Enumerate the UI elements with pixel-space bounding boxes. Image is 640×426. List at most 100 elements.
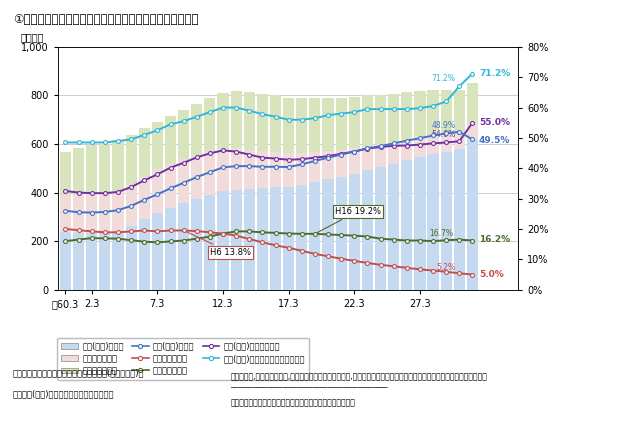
Bar [178,110,189,159]
Bar [309,182,321,290]
Text: 大学の学部,短期大学の本科,大学・短期大学の通信教育部,同別科及び高等学校・特別支援学校高等部の専攻科に進学した者: 大学の学部,短期大学の本科,大学・短期大学の通信教育部,同別科及び高等学校・特別… [230,372,487,381]
Bar [60,152,71,196]
Bar [60,232,71,290]
Bar [283,153,294,187]
Text: 49.5%: 49.5% [479,136,510,145]
Bar [139,176,150,219]
Bar [257,188,268,290]
Bar [218,93,228,149]
Bar [375,95,386,144]
Bar [454,133,465,150]
Bar [296,184,307,290]
Bar [152,213,163,290]
Bar [204,195,216,290]
Bar [165,164,176,208]
Bar [113,191,124,230]
Bar [125,185,137,226]
Bar [335,150,347,177]
Bar [86,145,97,195]
Text: 71.2%: 71.2% [479,69,510,78]
Text: 各年３月の高等学校卒業者及び中等教育学校後期課程卒業者: 各年３月の高等学校卒業者及び中等教育学校後期課程卒業者 [230,398,355,407]
Bar [230,91,242,148]
Bar [73,233,84,290]
Bar [257,151,268,188]
Text: 48.9%: 48.9% [431,121,456,130]
Bar [165,208,176,290]
Bar [218,191,228,290]
Bar [467,139,478,290]
Bar [204,98,216,151]
Bar [125,135,137,185]
Text: 16.7%: 16.7% [429,229,452,238]
Text: ２　大学(学部)・短期大学進学率（現役）＝: ２ 大学(学部)・短期大学進学率（現役）＝ [13,390,115,399]
Bar [283,187,294,290]
Bar [388,164,399,290]
Bar [152,122,163,169]
Bar [428,154,438,290]
Bar [113,140,124,191]
Bar [230,190,242,290]
Text: H6 13.8%: H6 13.8% [186,232,251,257]
Text: 55.0%: 55.0% [479,118,510,127]
Bar [309,98,321,152]
Bar [99,195,111,233]
Text: 5.2%: 5.2% [436,263,456,272]
Bar [191,104,202,155]
Text: 71.2%: 71.2% [431,74,456,83]
Bar [60,196,71,232]
Bar [323,151,333,179]
Bar [362,95,373,146]
Bar [99,144,111,195]
Bar [335,177,347,290]
Bar [401,138,412,160]
Bar [139,129,150,176]
Bar [388,94,399,141]
Legend: 大学(学部)進学者, 短期大学進学者, 専門学校進学者, 大学(学部)進学率, 短期大学進学率, 専門学校進学率, 大学(学部)・短大進学率, 大学(学部)・短: 大学(学部)進学者, 短期大学進学者, 専門学校進学者, 大学(学部)進学率, … [57,337,309,380]
Bar [428,90,438,135]
Bar [454,150,465,290]
Bar [323,179,333,290]
Bar [454,90,465,133]
Bar [349,148,360,174]
Bar [467,83,478,124]
Bar [309,152,321,182]
Bar [349,174,360,290]
Bar [86,233,97,290]
Bar [349,97,360,148]
Bar [414,157,426,290]
Bar [113,230,124,290]
Bar [191,199,202,290]
Bar [323,98,333,151]
Bar [467,124,478,139]
Text: （千人）: （千人） [20,32,44,42]
Bar [86,195,97,233]
Bar [139,219,150,290]
Bar [335,98,347,150]
Bar [178,204,189,290]
Bar [125,226,137,290]
Bar [244,190,255,290]
Bar [99,233,111,290]
Bar [428,135,438,154]
Bar [401,160,412,290]
Bar [244,150,255,190]
Bar [440,134,452,152]
Bar [178,159,189,204]
Bar [296,153,307,184]
Bar [270,95,281,152]
Bar [270,152,281,187]
Bar [270,187,281,290]
Bar [244,92,255,150]
Bar [73,148,84,196]
Bar [257,94,268,151]
Text: 16.2%: 16.2% [479,235,510,244]
Bar [375,144,386,167]
Bar [165,115,176,164]
Bar [283,98,294,153]
Bar [440,152,452,290]
Bar [296,98,307,153]
Bar [375,167,386,290]
Bar [152,169,163,213]
Text: 54.6%: 54.6% [431,130,456,139]
Text: ①高等学校卒業者の進学率の推移（現役進学率）（図３）: ①高等学校卒業者の進学率の推移（現役進学率）（図３） [13,13,198,26]
